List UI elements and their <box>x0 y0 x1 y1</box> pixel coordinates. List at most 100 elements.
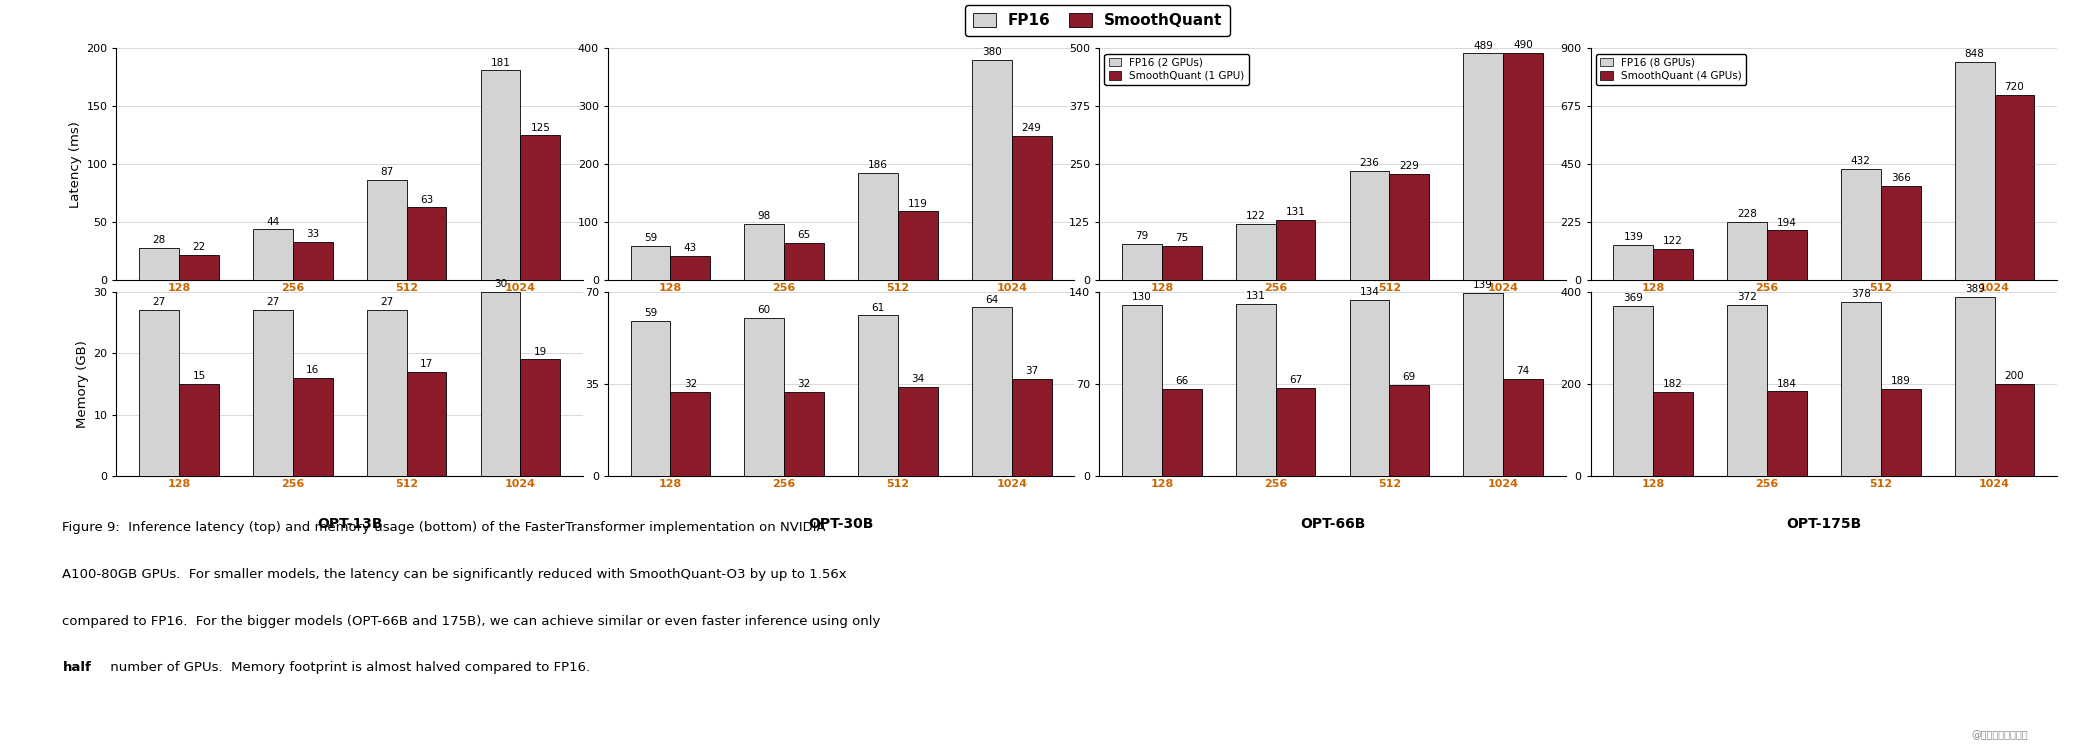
Text: 490: 490 <box>1512 40 1533 50</box>
Text: A100-80GB GPUs.  For smaller models, the latency can be significantly reduced wi: A100-80GB GPUs. For smaller models, the … <box>62 568 847 580</box>
Bar <box>1726 222 1768 280</box>
Text: 19: 19 <box>535 347 547 356</box>
Bar <box>745 318 784 476</box>
Text: 22: 22 <box>191 242 206 252</box>
Bar <box>1995 384 2034 476</box>
Bar <box>971 60 1011 280</box>
Bar <box>1464 293 1504 476</box>
Text: 16: 16 <box>306 365 320 375</box>
Text: 848: 848 <box>1966 49 1984 59</box>
Bar <box>366 179 406 280</box>
Bar <box>630 246 670 280</box>
Bar <box>1768 391 1808 476</box>
Text: 87: 87 <box>381 167 393 177</box>
Bar <box>1654 249 1693 280</box>
Text: Figure 9:  Inference latency (top) and memory usage (bottom) of the FasterTransf: Figure 9: Inference latency (top) and me… <box>62 521 826 533</box>
Bar <box>293 378 333 476</box>
Text: half: half <box>62 661 92 674</box>
Text: 44: 44 <box>266 217 279 227</box>
Text: 30: 30 <box>493 279 508 289</box>
Bar <box>139 248 179 280</box>
Bar <box>1011 136 1052 280</box>
Text: 369: 369 <box>1622 293 1643 304</box>
Bar <box>971 307 1011 476</box>
Bar <box>1163 246 1202 280</box>
Y-axis label: Memory (GB): Memory (GB) <box>77 340 89 428</box>
Text: OPT-175B: OPT-175B <box>1787 517 1862 531</box>
Text: 69: 69 <box>1402 373 1416 382</box>
Bar <box>899 387 938 476</box>
Text: 182: 182 <box>1664 379 1683 389</box>
Text: OPT-66B: OPT-66B <box>1300 517 1364 531</box>
Text: 366: 366 <box>1891 173 1912 183</box>
Text: 186: 186 <box>867 160 888 170</box>
Text: 189: 189 <box>1891 376 1912 386</box>
Text: 66: 66 <box>1175 376 1188 386</box>
Text: 79: 79 <box>1136 231 1148 241</box>
Text: 720: 720 <box>2005 82 2024 92</box>
Bar <box>520 135 560 280</box>
Bar <box>859 173 899 280</box>
Text: 122: 122 <box>1664 237 1683 246</box>
Bar <box>179 384 218 476</box>
Legend: FP16 (8 GPUs), SmoothQuant (4 GPUs): FP16 (8 GPUs), SmoothQuant (4 GPUs) <box>1595 54 1745 85</box>
Text: 98: 98 <box>757 211 772 221</box>
Text: 184: 184 <box>1776 379 1797 388</box>
Bar <box>406 371 447 476</box>
Bar <box>1841 169 1880 280</box>
Text: 200: 200 <box>2005 371 2024 381</box>
Text: 64: 64 <box>986 295 998 305</box>
Bar <box>1121 244 1163 280</box>
Bar <box>1275 388 1315 476</box>
Bar <box>1955 62 1995 280</box>
Text: 131: 131 <box>1285 207 1306 217</box>
Bar <box>1504 379 1543 476</box>
Text: 181: 181 <box>491 57 510 68</box>
Bar <box>179 255 218 280</box>
Text: 249: 249 <box>1021 124 1042 133</box>
Bar <box>1880 389 1920 476</box>
Text: 236: 236 <box>1360 158 1379 168</box>
Text: 63: 63 <box>420 195 433 205</box>
Text: 43: 43 <box>684 243 697 253</box>
Text: 389: 389 <box>1966 284 1984 294</box>
Text: @稀土掘金技术社区: @稀土掘金技术社区 <box>1972 731 2028 740</box>
Bar <box>1236 304 1275 476</box>
Bar <box>1841 302 1880 476</box>
Bar <box>1464 54 1504 280</box>
Bar <box>1121 305 1163 476</box>
Bar <box>480 292 520 476</box>
Text: 125: 125 <box>530 123 551 132</box>
Bar <box>366 310 406 476</box>
Bar <box>1389 174 1429 280</box>
Text: 33: 33 <box>306 229 320 240</box>
Bar <box>1275 219 1315 280</box>
Text: 75: 75 <box>1175 233 1188 243</box>
Bar <box>1726 304 1768 476</box>
Bar <box>745 224 784 280</box>
Text: 228: 228 <box>1737 209 1758 219</box>
Text: 131: 131 <box>1246 291 1265 301</box>
Bar <box>293 243 333 280</box>
Bar <box>1350 171 1389 280</box>
Bar <box>899 211 938 280</box>
Text: 15: 15 <box>191 371 206 381</box>
Text: 489: 489 <box>1473 41 1493 51</box>
Bar <box>1614 245 1654 280</box>
Bar <box>859 315 899 476</box>
Text: 60: 60 <box>757 305 772 315</box>
Text: 378: 378 <box>1851 289 1870 299</box>
Text: 432: 432 <box>1851 156 1870 166</box>
Text: 67: 67 <box>1290 375 1302 385</box>
Bar <box>1163 389 1202 476</box>
Text: 74: 74 <box>1516 366 1529 376</box>
Bar <box>480 71 520 280</box>
Text: 119: 119 <box>909 199 928 208</box>
Bar <box>1350 300 1389 476</box>
Text: 59: 59 <box>645 234 657 243</box>
Bar <box>1504 53 1543 280</box>
Y-axis label: Latency (ms): Latency (ms) <box>69 121 83 208</box>
Text: 65: 65 <box>797 230 811 240</box>
Text: 380: 380 <box>982 47 1003 57</box>
Text: 32: 32 <box>797 379 811 389</box>
